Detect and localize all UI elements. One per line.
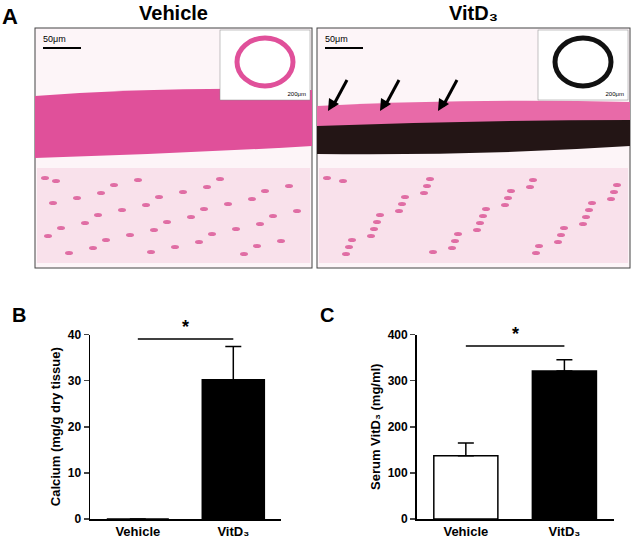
svg-text:A: A — [2, 4, 18, 29]
svg-text:Vehicle: Vehicle — [443, 524, 488, 539]
svg-text:30: 30 — [68, 374, 82, 388]
svg-text:300: 300 — [388, 374, 408, 388]
svg-text:Vehicle: Vehicle — [139, 2, 208, 24]
svg-text:VitD₃: VitD₃ — [549, 524, 581, 539]
svg-text:100: 100 — [388, 466, 408, 480]
svg-text:40: 40 — [68, 328, 82, 342]
svg-text:200: 200 — [388, 420, 408, 434]
svg-text:200μm: 200μm — [288, 91, 306, 97]
svg-text:0: 0 — [401, 512, 408, 526]
svg-text:VitD₃: VitD₃ — [217, 524, 249, 539]
svg-text:*: * — [512, 324, 519, 344]
svg-text:20: 20 — [68, 420, 82, 434]
svg-text:VitD₃: VitD₃ — [449, 2, 498, 24]
svg-text:10: 10 — [68, 466, 82, 480]
svg-text:C: C — [320, 304, 334, 326]
svg-text:Vehicle: Vehicle — [115, 524, 160, 539]
svg-text:400: 400 — [388, 328, 408, 342]
svg-text:Calcium (mg/g dry tissue): Calcium (mg/g dry tissue) — [48, 347, 63, 506]
svg-text:Serum VitD₃ (mg/ml): Serum VitD₃ (mg/ml) — [368, 364, 383, 490]
svg-text:50μm: 50μm — [325, 34, 348, 44]
svg-text:200μm: 200μm — [606, 91, 624, 97]
svg-text:*: * — [182, 317, 189, 337]
svg-text:50μm: 50μm — [43, 34, 66, 44]
svg-text:0: 0 — [74, 512, 81, 526]
svg-text:B: B — [12, 304, 26, 326]
